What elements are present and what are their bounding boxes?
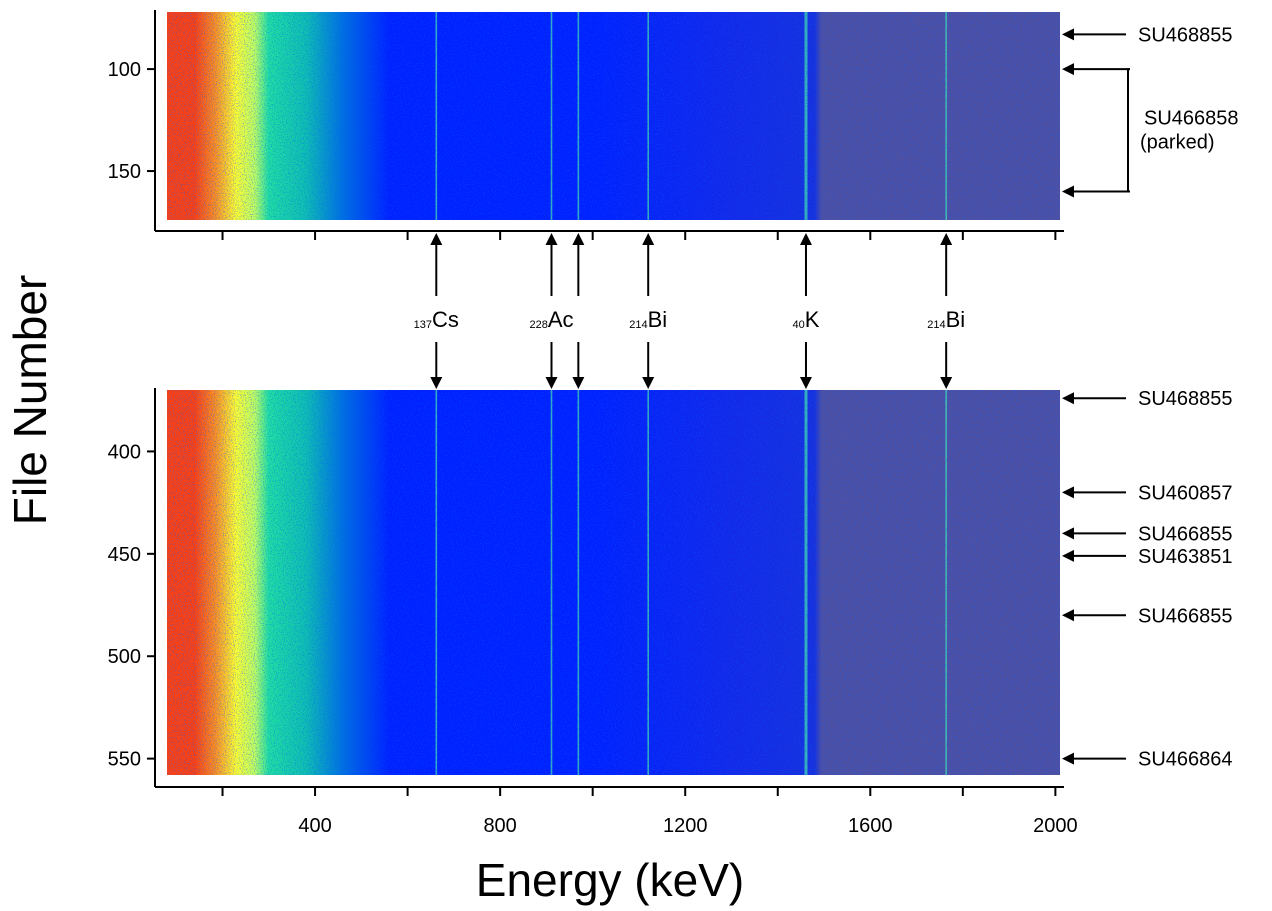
arrow-head <box>799 377 812 389</box>
peak-label: 228Ac <box>529 307 573 332</box>
arrow-head <box>940 377 953 389</box>
y-tick-label: 450 <box>108 544 141 566</box>
top-axes: 100 150 <box>108 10 1064 240</box>
annotation-label: SU466855 <box>1138 523 1233 545</box>
peak-element: K <box>805 307 820 332</box>
peak-label: 214Bi <box>927 307 965 332</box>
arrow-head <box>545 233 558 245</box>
y-tick-label: 400 <box>108 441 141 463</box>
arrow-head <box>642 233 655 245</box>
arrow-head <box>1062 63 1074 76</box>
arrow-head <box>1062 185 1074 198</box>
arrow-head <box>940 233 953 245</box>
x-tick-label: 1200 <box>663 815 708 837</box>
annotation-label: SU466864 <box>1138 749 1233 771</box>
top-heatmap-noise <box>167 12 1060 220</box>
arrow-head <box>430 233 443 245</box>
y-tick-label: 550 <box>108 749 141 771</box>
arrow-head <box>1062 527 1074 540</box>
peak-label: 214Bi <box>629 307 667 332</box>
top-annotations: SU468855 SU466858(parked) <box>1062 24 1239 198</box>
peak-markers: 137Cs 228Ac 214Bi 40K 214Bi <box>414 233 965 389</box>
annotation-label: SU463851 <box>1138 546 1233 568</box>
peak-element: Bi <box>648 307 668 332</box>
annotation-label: SU466855 <box>1138 605 1233 627</box>
y-tick-label: 100 <box>108 59 141 81</box>
y-tick-label: 500 <box>108 646 141 668</box>
annotation-label: SU468855 <box>1138 388 1233 410</box>
arrow-head <box>572 233 585 245</box>
annotation-label: SU468855 <box>1138 24 1233 46</box>
annotation-label: SU460857 <box>1138 482 1233 504</box>
peak-element: Cs <box>432 307 459 332</box>
bottom-annotations: SU468855SU460857SU466855SU463851SU466855… <box>1062 388 1233 771</box>
arrow-head <box>1062 609 1074 622</box>
y-axis-title: File Number <box>4 275 56 526</box>
bottom-axes: 400 450 500 550 400 800 1200 1600 2000 <box>108 388 1078 837</box>
arrow-head <box>1062 28 1074 41</box>
arrow-head <box>1062 392 1074 405</box>
arrow-head <box>799 233 812 245</box>
bracket <box>1127 68 1130 193</box>
arrow-head <box>1062 486 1074 499</box>
bottom-heatmap-panel: 400 450 500 550 400 800 1200 1600 2000 SU468855 S… <box>108 388 1233 837</box>
annotation-label: SU466858 <box>1144 107 1239 129</box>
arrow-head <box>1062 752 1074 765</box>
x-tick-label: 800 <box>483 815 516 837</box>
arrow-head <box>642 377 655 389</box>
arrow-head <box>1062 549 1074 562</box>
y-tick-label: 150 <box>108 161 141 183</box>
arrow-head <box>430 377 443 389</box>
arrow-head <box>572 377 585 389</box>
x-tick-label: 2000 <box>1033 815 1078 837</box>
arrow-head <box>545 377 558 389</box>
peak-mass: 214 <box>629 319 647 331</box>
peak-mass: 137 <box>414 319 432 331</box>
x-axis-title: Energy (keV) <box>476 854 744 906</box>
peak-mass: 214 <box>927 319 945 331</box>
peak-mass: 40 <box>793 319 805 331</box>
peak-element: Ac <box>548 307 574 332</box>
x-tick-label: 400 <box>298 815 331 837</box>
peak-label: 137Cs <box>414 307 459 332</box>
peak-element: Bi <box>946 307 966 332</box>
top-heatmap-panel: 100 150 SU468855 SU466858(parked) <box>108 10 1239 240</box>
peak-mass: 228 <box>529 319 547 331</box>
annotation-sublabel: (parked) <box>1140 131 1214 153</box>
peak-label: 40K <box>793 307 820 332</box>
bottom-heatmap-noise <box>167 390 1060 775</box>
x-tick-label: 1600 <box>848 815 893 837</box>
